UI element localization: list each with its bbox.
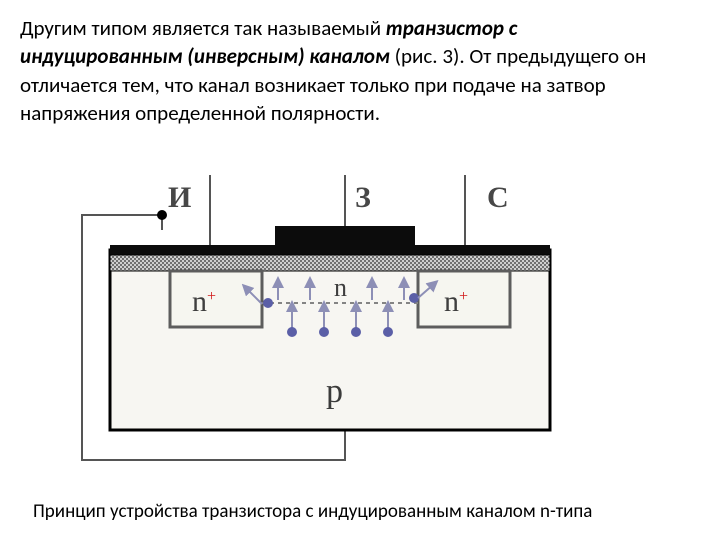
transistor-diagram: И З С n+ n n+ p [0,0,720,540]
gate-electrode [275,226,415,248]
oxide-layer [110,245,550,271]
n-plus-right-n: n [444,285,459,318]
gate-label: З [355,181,371,214]
n-plus-left-plus: + [207,288,216,305]
n-plus-right-plus: + [459,288,468,305]
channel-n-label: n [334,273,347,302]
source-label: И [168,181,191,214]
p-substrate-label: p [326,373,343,410]
drain-label: С [487,181,509,214]
n-plus-left-n: n [192,285,207,318]
